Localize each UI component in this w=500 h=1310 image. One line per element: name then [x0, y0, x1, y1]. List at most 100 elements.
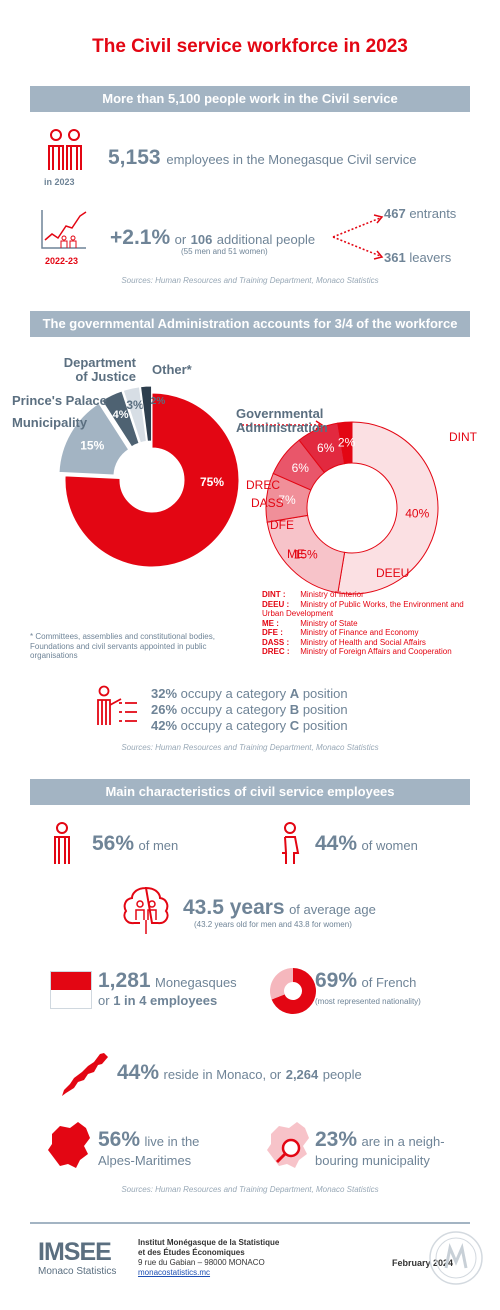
women-text: of women	[361, 838, 418, 853]
imsee-logo: IMSEE	[38, 1238, 112, 1266]
category-pct: 32%	[151, 686, 178, 701]
category-pct: 42%	[151, 718, 178, 733]
definition-text: Ministry of State	[298, 618, 358, 628]
label-governmental: Governmental Administration	[236, 406, 328, 435]
growth-or: or	[174, 232, 187, 247]
alpes-stat: 56% live in the	[98, 1128, 199, 1152]
definition-row: DREC : Ministry of Foreign Affairs and C…	[262, 647, 487, 657]
org-name-line2: et des Études Économiques	[138, 1248, 245, 1257]
category-row: 42% occupy a category C position	[151, 718, 348, 734]
category-letter: C	[289, 718, 300, 733]
label-deeu: DEEU	[376, 566, 410, 580]
donut-slice	[270, 968, 293, 1000]
section-band-workforce: More than 5,100 people work in the Civil…	[30, 86, 470, 112]
alpes-text2: Alpes-Maritimes	[98, 1153, 192, 1168]
growth-value: 106	[190, 232, 213, 247]
footnote: * Committees, assemblies and constitutio…	[30, 632, 215, 660]
definition-text: Ministry of Foreign Affairs and Cooperat…	[298, 647, 452, 656]
donut-label: 2%	[151, 396, 166, 407]
section-band-administration: The governmental Administration accounts…	[30, 311, 470, 337]
ministry-definitions: DINT : Ministry of Interior DEEU : Minist…	[262, 590, 487, 657]
french-detail: (most represented nationality)	[315, 997, 421, 1006]
definition-row: DEEU : Ministry of Public Works, the Env…	[262, 600, 487, 619]
donut-label: 3%	[126, 398, 144, 412]
donut-label: 4%	[113, 409, 129, 421]
page-title: The Civil service workforce in 2023	[92, 36, 408, 57]
monegasques-value: 1,281	[98, 969, 151, 992]
donut-slice	[64, 392, 240, 568]
monaco-text: reside in Monaco, or	[163, 1067, 282, 1082]
org-name-line1: Institut Monégasque de la Statistique	[138, 1238, 280, 1247]
alpes-text1: live in the	[144, 1134, 200, 1149]
man-icon	[54, 822, 70, 864]
entrants-value: 467	[384, 206, 406, 221]
category-pre: occupy a category	[180, 718, 287, 733]
donut-slice	[271, 968, 316, 1014]
icon-label-year: in 2023	[44, 177, 75, 187]
org-website-link[interactable]: monacostatistics.mc	[138, 1268, 211, 1277]
position-categories-icon	[97, 685, 137, 725]
definition-code: DINT :	[262, 590, 286, 599]
definition-row: ME : Ministry of State	[262, 619, 487, 629]
monegasques-ratio: 1 in 4 employees	[113, 993, 218, 1008]
monaco-flag-icon	[50, 971, 92, 1009]
definition-text: Ministry of Finance and Economy	[298, 628, 419, 637]
monegasques-stat: 1,281 Monegasques	[98, 969, 237, 993]
category-post: position	[302, 702, 348, 717]
men-stat: 56% of men	[92, 832, 178, 856]
donut-label: 6%	[317, 441, 335, 455]
donut-slice	[337, 421, 353, 465]
definition-text: Ministry of Public Works, the Environmen…	[262, 599, 464, 619]
monaco-people: 2,264	[285, 1067, 319, 1082]
category-post: position	[302, 718, 348, 733]
donut-slice	[58, 402, 130, 476]
leavers-text: leavers	[409, 250, 452, 265]
neighbouring-stat: 23% are in a neigh-	[315, 1128, 445, 1152]
french-stat: 69% of French	[315, 969, 416, 993]
label-dfe: DFE	[270, 518, 294, 532]
definition-code: DFE :	[262, 628, 283, 637]
category-letter: A	[289, 686, 300, 701]
donut-label: 15%	[294, 547, 318, 561]
definition-row: DFE : Ministry of Finance and Economy	[262, 628, 487, 638]
donut-label: 40%	[405, 506, 429, 520]
growth-chart-icon	[41, 210, 87, 249]
monaco-people-text: people	[322, 1067, 362, 1082]
employees-stat: 5,153 employees in the Monegasque Civil …	[108, 146, 416, 170]
neighbouring-map-icon	[267, 1122, 309, 1168]
category-row: 26% occupy a category B position	[151, 702, 348, 718]
donut-label: 2%	[338, 436, 356, 450]
leavers-stat: 361 leavers	[384, 250, 451, 265]
footer-divider	[30, 1222, 470, 1224]
women-stat: 44% of women	[315, 832, 418, 856]
category-row: 32% occupy a category A position	[151, 686, 348, 702]
monaco-map-icon	[62, 1053, 108, 1096]
donut-label: 7%	[278, 493, 296, 507]
age-detail: (43.2 years old for men and 43.8 for wom…	[194, 920, 352, 929]
french-donut	[270, 968, 316, 1014]
source-note-3: Sources: Human Resources and Training De…	[121, 1185, 379, 1194]
category-pre: occupy a category	[180, 702, 287, 717]
men-pct: 56%	[92, 832, 135, 855]
definition-text: Ministry of Health and Social Affairs	[298, 637, 426, 647]
source-note-1: Sources: Human Resources and Training De…	[121, 276, 379, 285]
men-text: of men	[138, 838, 179, 853]
entrants-stat: 467 entrants	[384, 206, 456, 221]
age-value: 43.5 years	[183, 896, 285, 919]
org-address: 9 rue du Gabian – 98000 MONACO	[138, 1258, 265, 1267]
neigh-text1: are in a neigh-	[361, 1134, 445, 1149]
donut-slice	[122, 386, 147, 444]
category-post: position	[302, 686, 348, 701]
donut-label: 75%	[200, 475, 224, 489]
growth-detail: (55 men and 51 women)	[181, 247, 268, 256]
woman-icon	[282, 822, 300, 864]
neigh-text2: bouring municipality	[315, 1153, 430, 1168]
donut-label: 15%	[80, 439, 104, 453]
people-icon	[48, 129, 82, 170]
donut-slice	[337, 421, 439, 595]
label-me: ME	[287, 547, 305, 561]
gov-arrow-head	[315, 420, 324, 430]
alpes-maritimes-map-icon	[48, 1122, 90, 1168]
category-pct: 26%	[151, 702, 178, 717]
donut-slice	[139, 385, 153, 442]
